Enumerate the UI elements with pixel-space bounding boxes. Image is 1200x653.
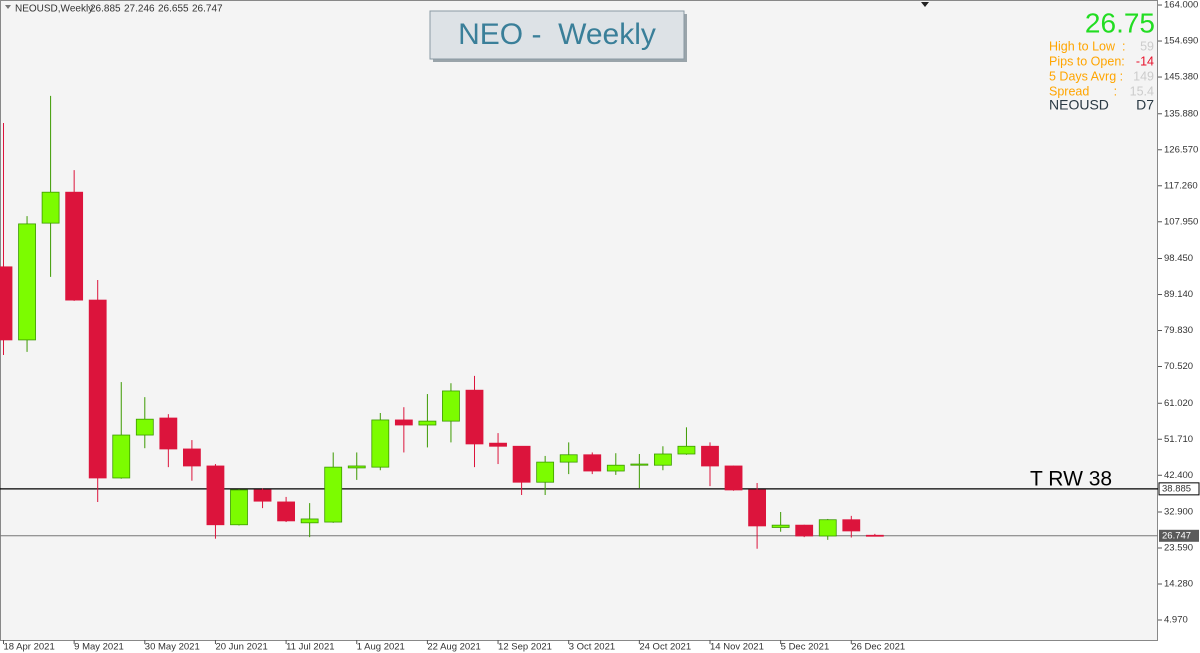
level-label: T RW 38 [1030, 467, 1112, 490]
candle-body [253, 489, 272, 502]
candle-body [489, 442, 507, 447]
candle-body [0, 266, 13, 341]
info-label: Pips to Open: [1049, 54, 1125, 68]
candle-body [606, 464, 625, 472]
price-tag-label: 26.747 [1162, 530, 1191, 541]
candle-body [677, 445, 696, 455]
candle-body [418, 420, 437, 426]
candle-body [277, 501, 296, 522]
x-tick-label: 24 Oct 2021 [639, 642, 691, 653]
candle-body [630, 463, 649, 466]
info-value: 15.4 [1130, 84, 1154, 98]
x-tick-label: 9 May 2021 [74, 642, 124, 653]
candle-body [865, 534, 884, 537]
candle-body [512, 445, 531, 483]
candle-body [206, 465, 225, 526]
candle-body [442, 390, 460, 422]
info-symbol: NEOUSD [1049, 97, 1109, 113]
header-high: 27.246 [124, 4, 155, 15]
candle-body [65, 191, 84, 301]
info-value: -14 [1136, 54, 1154, 68]
candle-body [748, 489, 766, 527]
y-tick-label: 145.380 [1164, 72, 1198, 83]
y-tick-label: 135.880 [1164, 108, 1198, 119]
y-tick-label: 79.830 [1164, 325, 1193, 336]
candle-body [347, 465, 366, 469]
x-tick-label: 3 Oct 2021 [569, 642, 615, 653]
candle-body [818, 519, 837, 537]
level-tag-label: 38.885 [1162, 483, 1191, 494]
candle-body [300, 518, 319, 524]
y-tick-label: 89.140 [1164, 289, 1193, 300]
info-label: 5 Days Avrg : [1049, 69, 1123, 83]
x-tick-label: 11 Jul 2021 [286, 642, 334, 653]
info-label: High to Low : [1049, 39, 1125, 53]
candle-body [465, 389, 484, 445]
candle-body [88, 299, 107, 479]
x-tick-label: 26 Dec 2021 [851, 642, 905, 653]
candle-body [135, 418, 154, 436]
candle-body [536, 461, 555, 483]
candle-body [371, 419, 390, 468]
info-label: Spread : [1049, 84, 1117, 98]
y-tick-label: 61.020 [1164, 398, 1193, 409]
price-tag [1159, 529, 1199, 542]
header-close: 26.747 [192, 4, 223, 15]
y-tick-label: 32.900 [1164, 507, 1193, 518]
candle-body [41, 191, 60, 224]
x-tick-label: 5 Dec 2021 [781, 642, 830, 653]
candle-body [771, 524, 790, 528]
candle-body [654, 453, 672, 466]
candle-body [18, 223, 36, 341]
y-tick-label: 4.970 [1164, 615, 1188, 626]
y-tick-label: 70.520 [1164, 361, 1193, 372]
x-tick-label: 22 Aug 2021 [427, 642, 480, 653]
info-price: 26.75 [1085, 7, 1155, 38]
y-tick-label: 23.590 [1164, 543, 1193, 554]
candle-body [842, 519, 861, 532]
shift-marker [921, 2, 929, 7]
header-low: 26.655 [158, 4, 189, 15]
chart-title: NEO - Weekly [458, 18, 656, 51]
candle-body [112, 434, 131, 479]
candle-body [583, 454, 602, 472]
info-value: 59 [1140, 39, 1154, 53]
level-tag [1158, 482, 1200, 496]
candle-body [159, 417, 178, 450]
y-tick-label: 42.400 [1164, 470, 1193, 481]
y-tick-label: 164.000 [1164, 0, 1198, 11]
y-tick-label: 117.260 [1164, 180, 1198, 191]
x-tick-label: 12 Sep 2021 [498, 642, 552, 653]
menu-arrow[interactable] [5, 5, 11, 9]
y-tick-label: 126.570 [1164, 144, 1198, 155]
y-tick-label: 98.450 [1164, 253, 1193, 264]
candle-body [559, 454, 578, 463]
y-tick-label: 154.690 [1164, 36, 1198, 47]
y-tick-label: 107.950 [1164, 216, 1198, 227]
x-tick-label: 30 May 2021 [145, 642, 200, 653]
candle-body [724, 465, 743, 491]
symbol-header: NEOUSD,Weekly [15, 4, 93, 15]
x-tick-label: 14 Nov 2021 [710, 642, 764, 653]
plot-area [0, 0, 1158, 641]
candle-body [701, 445, 719, 467]
y-tick-label: 14.280 [1164, 579, 1193, 590]
x-tick-label: 18 Apr 2021 [4, 642, 55, 653]
x-tick-label: 1 Aug 2021 [357, 642, 405, 653]
x-tick-label: 20 Jun 2021 [215, 642, 267, 653]
candle-body [394, 419, 413, 426]
header-open: 26.885 [90, 4, 121, 15]
info-value: 149 [1133, 69, 1154, 83]
title-box [429, 10, 685, 60]
y-tick-label: 51.710 [1164, 434, 1193, 445]
info-timeframe: D7 [1136, 97, 1154, 113]
candle-body [230, 489, 248, 526]
candle-body [182, 448, 201, 467]
candle-body [795, 524, 814, 537]
candle-body [324, 466, 343, 523]
